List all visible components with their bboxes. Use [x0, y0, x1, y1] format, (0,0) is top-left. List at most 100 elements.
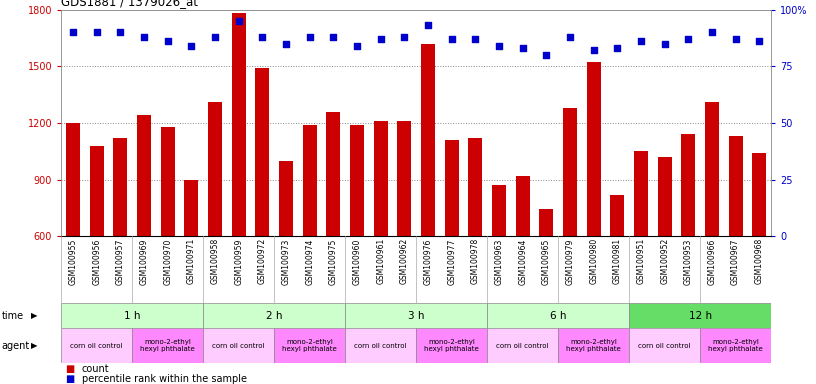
Bar: [539, 209, 553, 236]
Text: ▶: ▶: [31, 311, 38, 320]
Bar: [658, 157, 672, 236]
Bar: [208, 102, 222, 236]
Point: [587, 47, 600, 53]
Bar: [610, 195, 624, 236]
Bar: [345, 303, 487, 328]
Point: [255, 34, 268, 40]
Bar: [729, 136, 743, 236]
Bar: [303, 125, 317, 236]
Bar: [681, 134, 695, 236]
Text: GSM100961: GSM100961: [376, 238, 385, 285]
Point: [137, 34, 150, 40]
Text: GSM100951: GSM100951: [636, 238, 645, 285]
Point: [303, 34, 316, 40]
Text: GSM100980: GSM100980: [589, 238, 598, 285]
Bar: [274, 328, 345, 363]
Text: time: time: [2, 311, 24, 321]
Text: 3 h: 3 h: [408, 311, 424, 321]
Bar: [326, 111, 340, 236]
Point: [184, 43, 197, 49]
Bar: [137, 115, 151, 236]
Text: GSM100966: GSM100966: [707, 238, 716, 285]
Bar: [61, 303, 203, 328]
Bar: [397, 121, 411, 236]
Point: [232, 18, 245, 24]
Text: mono-2-ethyl
hexyl phthalate: mono-2-ethyl hexyl phthalate: [282, 339, 337, 352]
Bar: [184, 180, 198, 236]
Point: [113, 29, 127, 35]
Bar: [468, 138, 482, 236]
Text: GSM100970: GSM100970: [163, 238, 172, 285]
Bar: [752, 153, 766, 236]
Point: [350, 43, 363, 49]
Point: [729, 36, 742, 42]
Point: [421, 22, 434, 28]
Text: GSM100976: GSM100976: [424, 238, 432, 285]
Point: [563, 34, 576, 40]
Point: [279, 41, 292, 47]
Text: GSM100964: GSM100964: [518, 238, 527, 285]
Text: GSM100972: GSM100972: [258, 238, 267, 285]
Bar: [255, 68, 269, 236]
Text: GSM100962: GSM100962: [400, 238, 409, 285]
Text: GSM100968: GSM100968: [755, 238, 764, 285]
Text: GSM100981: GSM100981: [613, 238, 622, 284]
Text: GSM100971: GSM100971: [187, 238, 196, 285]
Text: corn oil control: corn oil control: [638, 343, 691, 349]
Point: [705, 29, 718, 35]
Point: [66, 29, 80, 35]
Text: corn oil control: corn oil control: [70, 343, 123, 349]
Bar: [132, 328, 203, 363]
Text: corn oil control: corn oil control: [212, 343, 265, 349]
Point: [610, 45, 623, 51]
Text: mono-2-ethyl
hexyl phthalate: mono-2-ethyl hexyl phthalate: [140, 339, 195, 352]
Bar: [700, 328, 771, 363]
Text: GSM100955: GSM100955: [69, 238, 78, 285]
Text: corn oil control: corn oil control: [354, 343, 407, 349]
Text: GSM100960: GSM100960: [353, 238, 361, 285]
Bar: [487, 328, 558, 363]
Text: GSM100959: GSM100959: [234, 238, 243, 285]
Point: [90, 29, 103, 35]
Text: GSM100963: GSM100963: [494, 238, 503, 285]
Bar: [487, 303, 629, 328]
Bar: [516, 176, 530, 236]
Bar: [203, 303, 345, 328]
Text: GSM100952: GSM100952: [660, 238, 669, 285]
Point: [539, 52, 552, 58]
Text: ■: ■: [65, 374, 74, 384]
Bar: [445, 140, 459, 236]
Point: [468, 36, 481, 42]
Bar: [350, 125, 364, 236]
Text: GSM100957: GSM100957: [116, 238, 125, 285]
Point: [516, 45, 529, 51]
Text: ■: ■: [65, 364, 74, 374]
Bar: [374, 121, 388, 236]
Bar: [66, 123, 80, 236]
Bar: [587, 63, 601, 236]
Bar: [279, 161, 293, 236]
Text: GSM100973: GSM100973: [282, 238, 290, 285]
Text: GSM100978: GSM100978: [471, 238, 480, 285]
Text: GSM100979: GSM100979: [565, 238, 574, 285]
Text: GSM100965: GSM100965: [542, 238, 551, 285]
Bar: [345, 328, 416, 363]
Bar: [416, 328, 487, 363]
Bar: [492, 185, 506, 236]
Bar: [90, 146, 104, 236]
Point: [374, 36, 387, 42]
Text: 1 h: 1 h: [124, 311, 140, 321]
Point: [752, 38, 765, 45]
Bar: [421, 43, 435, 236]
Text: agent: agent: [2, 341, 30, 351]
Text: mono-2-ethyl
hexyl phthalate: mono-2-ethyl hexyl phthalate: [708, 339, 763, 352]
Point: [634, 38, 647, 45]
Bar: [232, 13, 246, 236]
Text: GSM100953: GSM100953: [684, 238, 693, 285]
Bar: [634, 151, 648, 236]
Text: GSM100969: GSM100969: [140, 238, 149, 285]
Text: GSM100975: GSM100975: [329, 238, 338, 285]
Bar: [705, 102, 719, 236]
Point: [681, 36, 694, 42]
Point: [445, 36, 458, 42]
